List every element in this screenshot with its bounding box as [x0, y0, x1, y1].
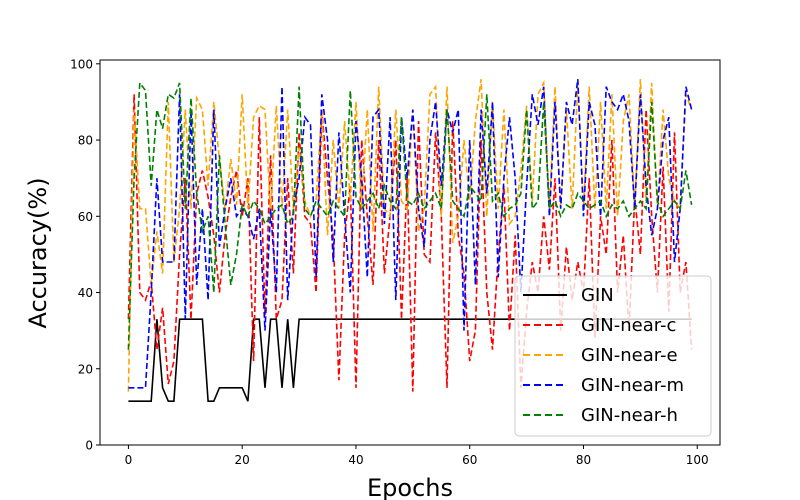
x-tick-label: 60	[462, 453, 477, 467]
legend-label: GIN-near-c	[581, 315, 676, 336]
x-axis-ticks: 0 20 40 60 80 100	[125, 445, 709, 467]
y-axis-ticks: 0 20 40 60 80 100	[70, 57, 100, 453]
x-tick-label: 100	[686, 453, 709, 467]
plot-area	[127, 78, 693, 403]
y-tick-label: 80	[78, 134, 93, 148]
legend-label: GIN-near-m	[581, 375, 684, 396]
y-tick-label: 20	[78, 362, 93, 376]
x-tick-label: 20	[235, 453, 250, 467]
plot-frame	[99, 59, 721, 446]
y-tick-label: 40	[78, 286, 93, 300]
series-line-gin-near-c	[127, 94, 693, 392]
legend-label: GIN	[581, 285, 614, 306]
series-line-gin-near-e	[127, 78, 693, 392]
x-axis-title: Epochs	[367, 474, 453, 500]
legend-label: GIN-near-h	[581, 405, 678, 426]
legend-box	[514, 275, 712, 437]
x-tick-label: 80	[576, 453, 591, 467]
y-tick-label: 0	[85, 439, 93, 453]
legend: GIN GIN-near-c GIN-near-e GIN-near-m GIN-nea…	[514, 275, 712, 437]
y-tick-label: 60	[78, 210, 93, 224]
y-axis-title: Accuracy(%)	[24, 177, 52, 328]
y-tick-label: 100	[70, 57, 93, 71]
series-line-gin-near-h	[127, 80, 693, 350]
legend-label: GIN-near-e	[581, 345, 678, 366]
series-line-gin-near-m	[128, 79, 693, 389]
series-line-gin	[128, 318, 692, 403]
x-tick-label: 40	[348, 453, 363, 467]
x-tick-label: 0	[125, 453, 133, 467]
